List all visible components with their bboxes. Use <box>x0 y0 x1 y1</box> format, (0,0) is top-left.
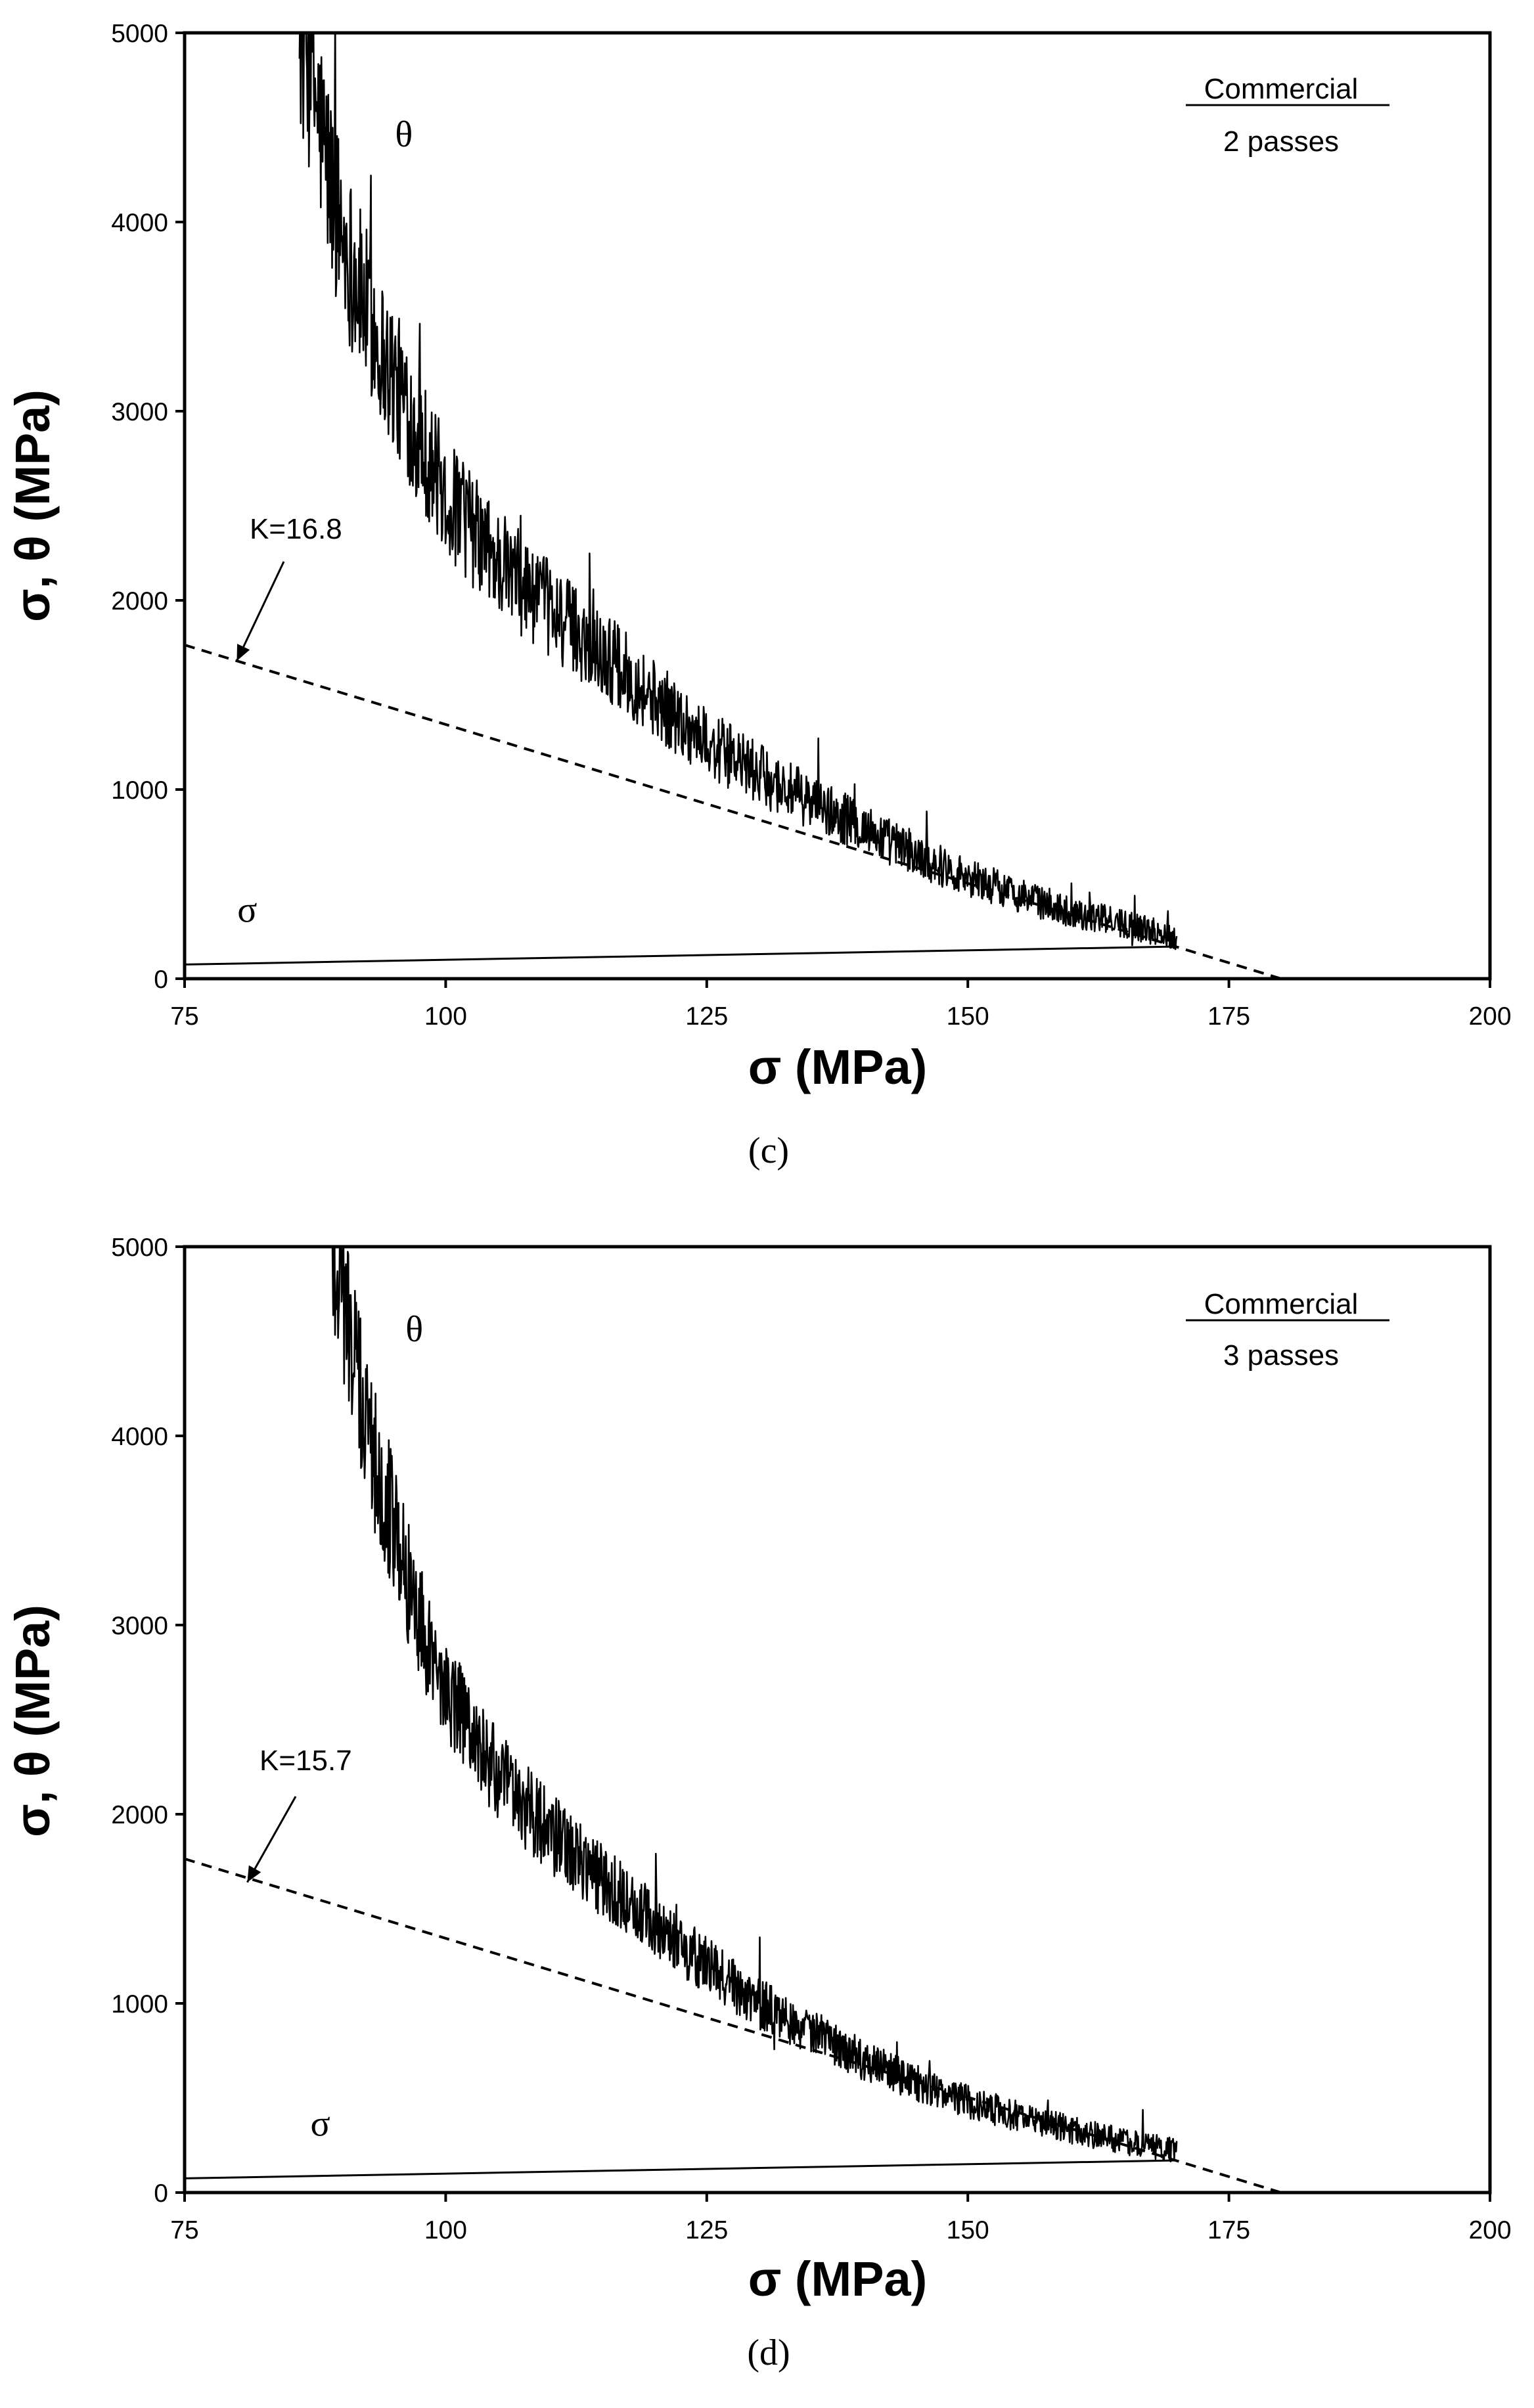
y-tick-label: 1000 <box>111 1990 168 2018</box>
x-tick-label: 150 <box>947 2216 989 2244</box>
x-tick-label: 125 <box>685 2216 728 2244</box>
plot-frame <box>183 31 1492 981</box>
y-tick-label: 5000 <box>111 20 168 48</box>
x-tick-label: 75 <box>170 2216 198 2244</box>
k-arrow-shaft <box>246 1796 297 1883</box>
plot-area <box>185 1247 1282 2193</box>
sigma-line <box>185 2159 1177 2179</box>
y-tick-label: 3000 <box>111 1612 168 1640</box>
k-arrow-head <box>247 1865 261 1883</box>
k-arrow-head <box>237 644 250 661</box>
theta-curve <box>298 33 1178 950</box>
sigma-line <box>185 945 1177 966</box>
x-tick-label: 200 <box>1468 1002 1511 1031</box>
x-tick-label: 175 <box>1207 1002 1250 1031</box>
k-arrow-shaft <box>236 561 285 661</box>
theta-label: θ <box>405 1309 423 1350</box>
fit-line-dashed <box>185 1858 1282 2193</box>
y-tick-label: 1000 <box>111 776 168 805</box>
sigma-label: σ <box>237 890 257 931</box>
x-tick-label: 150 <box>947 1002 989 1031</box>
x-tick-label: 200 <box>1468 2216 1511 2244</box>
x-axis-title: σ (MPa) <box>748 1040 928 1094</box>
x-tick-label: 125 <box>685 1002 728 1031</box>
panel-d: 75 100 125 150 175 200010002000300040005000σ … <box>5 1234 1512 2373</box>
k-value-label: K=15.7 <box>259 1745 352 1777</box>
y-tick-label: 4000 <box>111 1423 168 1451</box>
legend-subtitle: 2 passes <box>1223 125 1339 158</box>
plot-frame <box>183 1245 1492 2195</box>
x-tick-label: 100 <box>424 2216 467 2244</box>
x-tick-label: 175 <box>1207 2216 1250 2244</box>
panel-c: 75 100 125 150 175 200010002000300040005000σ … <box>5 20 1512 1171</box>
x-tick-label: 100 <box>424 1002 467 1031</box>
legend-subtitle: 3 passes <box>1223 1339 1339 1371</box>
k-value-label: K=16.8 <box>250 513 342 545</box>
y-tick-label: 0 <box>154 2179 168 2208</box>
y-tick-label: 4000 <box>111 209 168 237</box>
y-tick-label: 2000 <box>111 587 168 615</box>
y-axis-title: σ, θ (MPa) <box>5 1605 60 1837</box>
legend-title: Commercial <box>1204 73 1359 105</box>
y-tick-label: 2000 <box>111 1801 168 1829</box>
y-axis-title: σ, θ (MPa) <box>5 390 60 622</box>
plot-area <box>185 33 1282 979</box>
y-tick-label: 0 <box>154 966 168 994</box>
x-tick-label: 75 <box>170 1002 198 1031</box>
x-axis-title: σ (MPa) <box>748 2252 928 2306</box>
theta-curve <box>331 1247 1178 2162</box>
fit-line-dashed <box>185 644 1282 979</box>
legend-title: Commercial <box>1204 1288 1359 1320</box>
sigma-label: σ <box>311 2104 330 2145</box>
theta-label: θ <box>395 114 413 155</box>
panel-label: (d) <box>747 2332 790 2373</box>
y-tick-label: 3000 <box>111 398 168 426</box>
y-tick-label: 5000 <box>111 1234 168 1262</box>
panel-label: (c) <box>748 1130 789 1171</box>
